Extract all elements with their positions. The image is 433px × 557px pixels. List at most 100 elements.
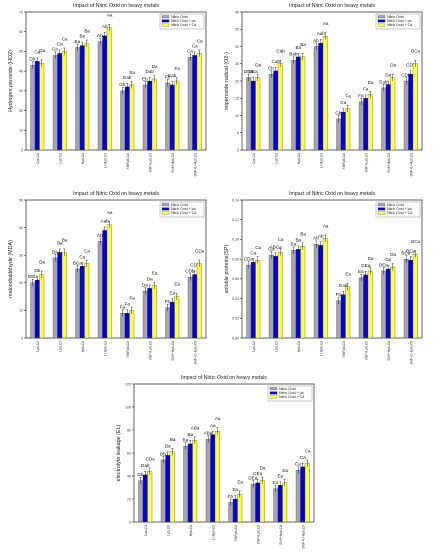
legend-label: Nitric Oxid + Cd [387, 23, 412, 27]
legend-swatch [161, 15, 170, 19]
y-tick-label: 20 [19, 281, 23, 285]
x-tick-label: Lpb.Cd [58, 341, 62, 352]
x-tick-label: SNP+Lpb.Cd [364, 341, 368, 361]
bar [381, 270, 387, 339]
data-label: Db [34, 268, 40, 273]
legend-swatch [269, 391, 278, 395]
chart-title: Impact of Nitric Oxid on heavy metals [289, 3, 375, 9]
data-label: ABa [191, 425, 200, 430]
bar [120, 313, 126, 339]
data-label: BCa [401, 250, 410, 255]
data-label: Da [368, 256, 374, 261]
x-tick-label: Hpb.Cd [81, 153, 85, 164]
data-label: Ea [237, 479, 243, 484]
data-label: BCa [411, 49, 420, 54]
y-tick-label: 60 [19, 30, 23, 34]
data-label: Da [390, 63, 396, 68]
bar [151, 78, 157, 151]
x-tick-label: SNP+Hpb.Cd [387, 341, 391, 361]
data-label: Ea [282, 468, 288, 473]
data-label: Ba [75, 39, 81, 44]
bar [255, 77, 261, 151]
y-tick-label: 10 [235, 114, 239, 118]
bar [34, 61, 40, 151]
data-label: Eb [142, 76, 148, 81]
legend-label: Nitric Oxid + Cd [171, 211, 196, 215]
bar [318, 245, 324, 339]
data-label: CDb [401, 72, 411, 77]
bar [273, 488, 279, 523]
data-label: Fa [358, 93, 364, 98]
data-label: Fb [336, 292, 342, 297]
y-tick-label: 40 [235, 10, 239, 14]
bar [84, 43, 90, 151]
x-tick-label: Hpb.Cd [81, 341, 85, 352]
bar [151, 285, 157, 339]
bar [147, 80, 153, 151]
legend-box [159, 201, 205, 218]
data-label: Ca [52, 47, 58, 52]
bar [367, 94, 373, 151]
legend-swatch [377, 203, 386, 207]
bar [169, 84, 175, 151]
data-label: Fa [174, 66, 180, 71]
bar [295, 249, 301, 339]
data-label: Ca [250, 250, 256, 255]
y-tick-label: 0.10 [232, 238, 239, 242]
bar [232, 498, 238, 523]
bar [169, 301, 175, 339]
data-label: Ca [268, 247, 274, 252]
bar [129, 310, 135, 339]
data-label: Ea [129, 70, 135, 75]
legend-swatch [377, 15, 386, 19]
data-label: CDb [185, 269, 195, 274]
bar [102, 230, 108, 339]
bar [169, 451, 175, 523]
bar [367, 270, 373, 339]
x-tick-label: SNP+Lpb.Cd [364, 153, 368, 173]
bar [250, 261, 256, 339]
x-tick-label: SNP/pb.Cd [126, 153, 130, 170]
data-label: Da [39, 48, 45, 53]
chart-electrolyte-leakage: Impact of Nitric Oxid on heavy metals 0 20… [108, 372, 324, 557]
data-label: Fa [120, 305, 126, 310]
bar [408, 259, 414, 339]
data-label: Da [385, 257, 391, 262]
bar [403, 258, 409, 339]
data-label: Ab [97, 33, 103, 38]
bar [277, 63, 283, 151]
data-label: Ba [187, 432, 193, 437]
bar [174, 296, 180, 339]
plot-frame [25, 199, 207, 339]
data-label: Ea [152, 271, 158, 276]
legend-swatch [377, 211, 386, 215]
data-label: Cab [272, 59, 281, 64]
bar [336, 118, 342, 151]
data-label: Ba [300, 231, 306, 236]
legend-swatch [377, 19, 386, 23]
legend-swatch [161, 207, 170, 211]
data-label: Aa [107, 210, 113, 215]
data-label: CDa [195, 248, 205, 253]
data-label: CDb [406, 62, 416, 67]
bar [291, 250, 297, 339]
bar [214, 431, 220, 523]
x-tick-label: L+Hpb.Cd [211, 525, 215, 540]
data-label: Ba [79, 34, 85, 39]
bar [165, 82, 171, 151]
x-tick-label: SNP+Lpb.Cd [148, 341, 152, 361]
bar [277, 485, 283, 523]
data-label: Eab [379, 79, 388, 84]
data-label: Ca [197, 38, 203, 43]
data-label: DEa [253, 471, 262, 476]
y-tick-label: 0.14 [232, 198, 239, 202]
x-tick-label: Cpb.Cd [144, 525, 148, 536]
bar [403, 80, 409, 151]
chart-title: Impact of Nitric Oxid on heavy metals [73, 191, 159, 197]
legend-box [375, 201, 421, 218]
bar [268, 255, 274, 339]
bar [363, 98, 369, 151]
legend-label: Nitric Oxid + Cd [387, 211, 412, 215]
data-label: Ca [255, 245, 261, 250]
bar [322, 36, 328, 151]
